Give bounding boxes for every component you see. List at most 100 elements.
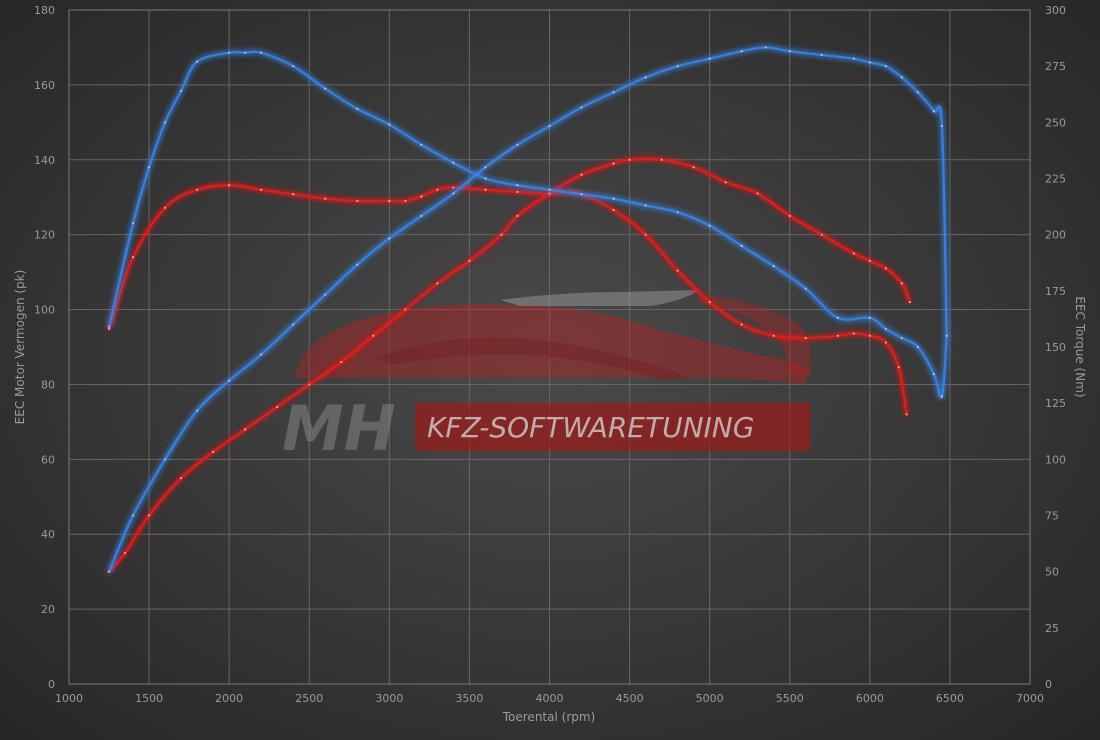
y-left-tick-label: 120 [34,229,55,242]
data-point [884,267,887,270]
data-point [436,188,439,191]
y-right-tick-label: 175 [1045,285,1066,298]
car-logo-icon [295,290,812,385]
data-point [212,450,215,453]
y-left-tick-label: 40 [41,528,55,541]
y-right-tick-label: 75 [1045,510,1059,523]
data-point [868,61,871,64]
data-point [131,514,135,517]
data-point [356,263,359,266]
data-point [516,184,519,187]
data-point [324,87,327,90]
data-point [404,308,407,311]
data-point [164,458,167,461]
data-point [644,204,647,207]
data-point [612,91,615,94]
data-point [932,372,936,376]
data-point [940,395,944,398]
watermark-initials: MH [282,392,396,465]
data-point [580,173,583,176]
data-point [772,265,775,268]
data-point [123,551,127,555]
data-point [244,51,247,54]
data-point [260,51,263,54]
data-point [916,91,919,94]
data-point [708,224,711,227]
data-point [107,570,111,573]
data-point [852,332,855,335]
data-point [804,336,807,340]
data-point [324,293,327,296]
data-point [260,188,263,191]
data-point [484,188,487,191]
x-tick-label: 5500 [776,692,804,705]
data-point [468,259,471,262]
data-point [404,199,407,203]
data-point [196,409,199,412]
data-point [580,106,583,109]
y-left-tick-label: 20 [41,603,55,616]
data-point [548,124,551,128]
data-point [452,192,455,195]
data-point [180,89,183,92]
data-point [164,206,167,209]
data-point [836,316,839,319]
data-point [356,199,359,203]
data-point [244,428,247,431]
data-point [820,53,823,57]
data-point [196,188,199,191]
data-point [580,193,583,196]
data-point [660,158,663,161]
data-point [908,300,911,304]
y-left-tick-label: 0 [48,678,55,691]
data-point [916,345,919,349]
y-right-tick-label: 275 [1045,60,1066,73]
data-point [852,57,855,60]
data-point [612,162,615,165]
data-point [644,76,647,79]
y-right-tick-label: 25 [1045,622,1059,635]
data-point [900,282,903,285]
data-point [628,158,631,161]
x-tick-label: 6500 [936,692,964,705]
data-point [516,214,519,218]
data-point [868,334,871,337]
data-point [905,413,908,416]
data-point [548,192,551,195]
data-point [164,121,167,124]
x-axis-title: Toerental (rpm) [502,710,595,724]
data-point [372,334,375,337]
data-point [676,269,679,272]
y-left-tick-label: 160 [34,79,55,92]
data-point [884,65,887,68]
data-point [836,334,839,337]
y-left-tick-label: 180 [34,4,55,17]
data-point [548,188,551,191]
data-point [420,214,423,218]
y-left-tick-label: 80 [41,378,55,391]
data-point [945,334,948,337]
x-tick-label: 1500 [135,692,163,705]
data-point [308,383,311,386]
data-point [788,50,791,53]
x-tick-label: 1000 [55,692,83,705]
y-right-tick-label: 50 [1045,566,1059,579]
data-point [940,124,944,128]
data-point [452,186,455,189]
y-right-tick-label: 150 [1045,341,1066,354]
y-left-tick-label: 140 [34,154,55,167]
data-point [388,237,391,240]
data-point [868,316,871,319]
data-point [724,181,727,184]
data-point [324,197,327,200]
data-point [484,177,487,180]
data-point [932,110,936,113]
data-point [788,214,791,218]
data-point [147,514,151,517]
data-point [260,353,263,356]
y-right-tick-label: 200 [1045,229,1066,242]
data-point [292,193,295,196]
data-point [764,46,767,49]
data-point [131,256,135,259]
